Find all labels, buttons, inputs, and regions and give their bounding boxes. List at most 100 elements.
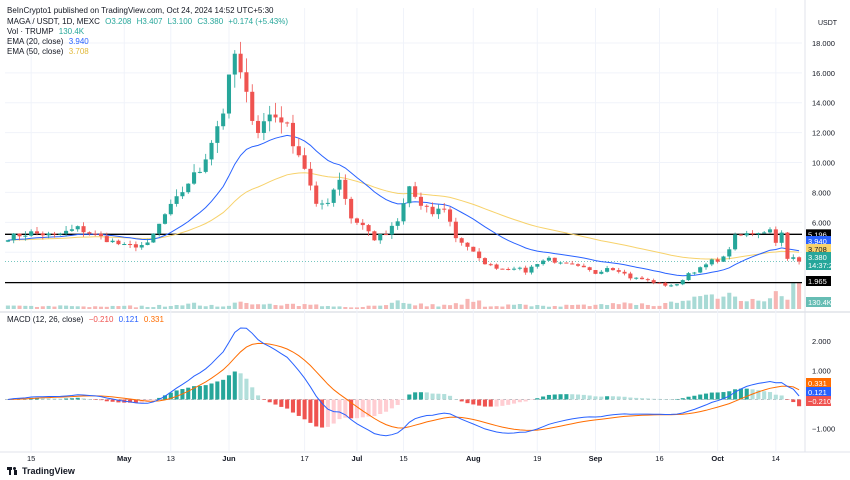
macd-tick-label: 2.000 xyxy=(812,337,831,346)
volume-bar xyxy=(157,304,162,309)
candle-body xyxy=(535,264,540,267)
macd-histogram-bar xyxy=(46,398,51,400)
macd-histogram-bar xyxy=(389,399,394,409)
candle-body xyxy=(116,240,121,245)
macd-histogram-bar xyxy=(581,394,586,400)
macd-histogram-bar xyxy=(343,399,348,418)
volume-bar xyxy=(628,303,633,309)
volume-bar xyxy=(785,299,790,309)
candle-body xyxy=(645,279,650,281)
macd-histogram-bar xyxy=(413,392,418,400)
price-tick-label: 8.000 xyxy=(812,188,831,197)
candle-body xyxy=(93,233,98,235)
volume-bar xyxy=(482,306,487,309)
volume-bar xyxy=(273,305,278,309)
volume-bar xyxy=(23,305,28,309)
volume-bar xyxy=(535,304,540,309)
volume-bar xyxy=(64,305,69,309)
volume-bar xyxy=(575,304,581,309)
volume-bar xyxy=(378,305,383,309)
volume-bar xyxy=(593,304,598,309)
tradingview-logo[interactable]: TradingView xyxy=(7,466,75,476)
volume-bar xyxy=(680,300,685,309)
candle-body xyxy=(558,262,563,264)
volume-bar xyxy=(238,301,243,309)
macd-histogram-bar xyxy=(733,389,738,400)
volume-bar xyxy=(639,303,645,309)
macd-histogram-bar xyxy=(785,399,790,400)
candle-body xyxy=(593,270,598,274)
volume-bar xyxy=(773,291,778,309)
macd-label[interactable]: MACD (12, 26, close) xyxy=(7,315,84,324)
candle-body xyxy=(197,171,202,173)
volume-bar xyxy=(744,301,749,309)
candle-body xyxy=(168,203,173,215)
candle-body xyxy=(128,244,133,246)
volume-bar xyxy=(174,305,179,309)
candle-body xyxy=(703,264,709,268)
macd-histogram-bar xyxy=(593,396,598,400)
time-tick-label: Sep xyxy=(589,454,603,463)
volume-bar xyxy=(506,304,511,309)
candle-body xyxy=(52,233,57,235)
macd-histogram-bar xyxy=(133,399,138,403)
time-tick-label: 14 xyxy=(772,454,780,463)
symbol-name[interactable]: MAGA / USDT, 1D, MEXC xyxy=(7,17,100,26)
macd-histogram-bar xyxy=(285,399,290,409)
candle-body xyxy=(133,244,138,248)
macd-histogram-bar xyxy=(645,398,650,400)
candle-body xyxy=(407,186,412,204)
time-tick-label: Jun xyxy=(222,454,236,463)
macd-histogram-bar xyxy=(372,399,377,417)
candle-body xyxy=(698,267,703,273)
candle-body xyxy=(552,257,557,263)
ema20-label[interactable]: EMA (20, close) xyxy=(7,37,64,46)
candle-body xyxy=(46,233,51,236)
macd-histogram-bar xyxy=(430,393,435,400)
macd-value-label: −0.210 xyxy=(808,397,831,406)
macd-histogram-bar xyxy=(634,397,639,400)
candle-body xyxy=(145,242,150,246)
candle-body xyxy=(226,74,232,114)
candle-body xyxy=(174,196,179,204)
price-tick-label: 10.000 xyxy=(812,159,835,168)
candle-body xyxy=(424,205,429,207)
candle-body xyxy=(657,282,662,284)
candle-body xyxy=(23,235,28,237)
macd-histogram-bar xyxy=(162,395,168,400)
candle-body xyxy=(727,249,732,257)
candle-body xyxy=(349,198,354,219)
price-label-bg xyxy=(806,252,831,262)
candle-body xyxy=(151,233,156,243)
macd-histogram-bar xyxy=(698,394,703,400)
candle-body xyxy=(587,267,592,271)
macd-histogram-bar xyxy=(349,399,354,419)
candle-body xyxy=(686,273,691,281)
candle-body xyxy=(273,114,278,118)
macd-histogram-bar xyxy=(273,399,278,405)
ema50-label[interactable]: EMA (50, close) xyxy=(7,47,64,56)
macd-histogram-bar xyxy=(418,392,423,400)
candle-body xyxy=(395,221,400,226)
volume-label[interactable]: Vol · TRUMP xyxy=(7,27,54,36)
macd-histogram-bar xyxy=(477,399,482,406)
macd-histogram-bar xyxy=(407,394,412,400)
candle-body xyxy=(418,196,423,206)
candle-body xyxy=(215,126,220,143)
macd-histogram-bar xyxy=(256,395,261,400)
candle-body xyxy=(267,114,272,122)
volume-bar xyxy=(285,303,290,309)
volume-bar xyxy=(791,283,796,309)
candle-body xyxy=(756,233,761,235)
candle-body xyxy=(104,236,109,243)
candle-body xyxy=(75,226,80,230)
price-tick-label: 16.000 xyxy=(812,69,835,78)
volume-bar xyxy=(436,306,441,309)
candle-body xyxy=(261,121,266,133)
macd-histogram-bar xyxy=(738,388,743,400)
macd-histogram-bar xyxy=(226,375,232,400)
macd-histogram-bar xyxy=(680,398,685,400)
volume-bar xyxy=(622,302,627,309)
macd-histogram-bar xyxy=(517,399,522,403)
